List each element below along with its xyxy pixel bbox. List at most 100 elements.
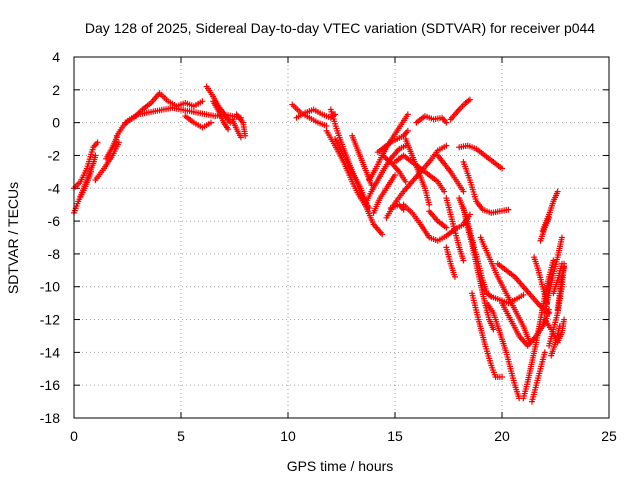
data-segment	[528, 349, 548, 405]
data-segment	[426, 208, 450, 231]
y-tick-label: -18	[40, 410, 60, 426]
data-point-plus	[558, 260, 565, 267]
data-segment	[383, 142, 450, 221]
data-point-plus	[379, 231, 386, 238]
plot-area-frame	[73, 56, 610, 419]
data-segment	[443, 244, 458, 280]
data-segment	[531, 254, 550, 307]
x-tick-label: 20	[494, 428, 510, 444]
data-segment	[434, 152, 467, 195]
data-point-plus	[426, 201, 433, 208]
data-segment	[460, 204, 497, 333]
data-segment	[460, 159, 512, 216]
data-segment	[447, 96, 473, 123]
y-tick-label: -14	[40, 344, 60, 360]
data-segment	[520, 257, 557, 402]
data-point-plus	[199, 98, 206, 105]
data-segment	[477, 234, 533, 346]
data-segment	[332, 136, 369, 205]
data-point-plus	[115, 139, 122, 146]
data-segment	[402, 136, 433, 208]
data-point-plus	[92, 152, 99, 159]
data-point-plus	[392, 172, 398, 179]
data-point-plus	[556, 323, 563, 330]
y-tick-label: -10	[40, 279, 60, 295]
x-tick-label: 5	[177, 428, 185, 444]
data-segment	[548, 323, 563, 359]
x-tick-label: 25	[601, 428, 617, 444]
data-point-plus	[541, 349, 548, 356]
y-tick-label: -16	[40, 377, 60, 393]
data-segment	[182, 113, 214, 131]
data-point-plus	[443, 119, 450, 126]
data-point-plus	[466, 96, 473, 103]
y-tick-label: -4	[48, 180, 61, 196]
data-segment	[122, 90, 206, 126]
y-tick-label: -8	[48, 246, 61, 262]
data-point-plus	[490, 326, 497, 333]
data-segment	[469, 290, 505, 380]
data-segment	[541, 316, 568, 346]
data-segment	[387, 201, 407, 213]
y-tick-label: -12	[40, 312, 60, 328]
data-marks	[71, 83, 568, 405]
data-segment	[554, 264, 568, 313]
data-segment	[537, 214, 553, 244]
x-tick-label: 10	[280, 428, 296, 444]
data-segment	[379, 152, 409, 185]
x-tick-label: 0	[70, 428, 78, 444]
data-segment	[92, 139, 122, 184]
y-tick-labels: 4 2 0 -2 -4 -6 -8 -10 -12 -14 -16 -18	[40, 49, 60, 426]
data-point-plus	[227, 119, 234, 126]
data-segment	[484, 300, 523, 402]
data-point-plus	[225, 126, 232, 133]
y-tick-label: 4	[52, 49, 60, 65]
chart-title: Day 128 of 2025, Sidereal Day-to-day VTE…	[85, 20, 595, 36]
data-segment	[71, 139, 101, 192]
data-segment	[550, 260, 565, 297]
data-segment	[293, 106, 339, 121]
data-point-plus	[237, 134, 244, 141]
data-point-plus	[499, 165, 505, 172]
data-point-plus	[546, 306, 553, 313]
data-segment	[362, 201, 386, 238]
data-point-plus	[546, 214, 553, 221]
data-segment	[413, 113, 450, 126]
data-point-plus	[505, 206, 512, 213]
y-tick-label: 2	[52, 82, 60, 98]
data-point-plus	[558, 234, 565, 241]
y-tick-label: 0	[52, 115, 60, 131]
data-segment	[77, 152, 99, 200]
data-segment	[443, 195, 467, 264]
data-point-plus	[404, 127, 411, 134]
x-tick-label: 15	[387, 428, 403, 444]
data-segment	[210, 98, 232, 133]
data-segment	[370, 172, 398, 216]
data-point-plus	[520, 291, 527, 298]
data-point-plus	[242, 132, 249, 139]
data-point-plus	[550, 257, 557, 264]
data-point-plus	[402, 178, 409, 185]
data-segment	[456, 142, 505, 172]
y-axis-label: SDTVAR / TECUs	[5, 182, 21, 294]
x-tick-labels: 0 5 10 15 20 25	[70, 428, 617, 444]
data-point-plus	[207, 119, 214, 126]
data-point-plus	[561, 264, 568, 271]
data-segment	[349, 132, 375, 188]
data-segment	[229, 116, 244, 141]
data-point-plus	[554, 188, 561, 195]
data-point-plus	[443, 224, 450, 231]
data-point-plus	[460, 188, 467, 195]
y-tick-label: -2	[48, 147, 61, 163]
data-segment	[494, 260, 553, 316]
data-point-plus	[94, 139, 101, 146]
data-point-plus	[499, 373, 505, 380]
data-point-plus	[526, 339, 533, 346]
data-point-plus	[460, 257, 467, 264]
data-point-plus	[441, 188, 448, 195]
y-tick-label: -6	[48, 213, 61, 229]
data-point-plus	[443, 142, 450, 149]
data-point-plus	[404, 111, 411, 118]
data-point-plus	[451, 273, 458, 280]
